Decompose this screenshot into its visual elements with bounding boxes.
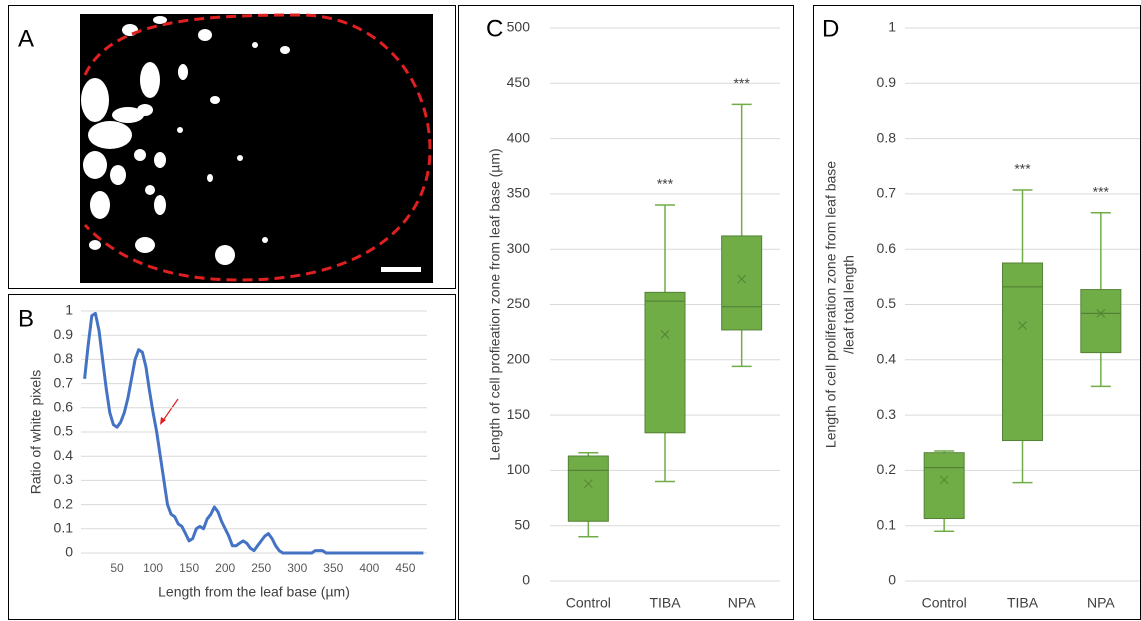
box (1003, 263, 1043, 441)
y-tick-label: 0.9 (877, 74, 897, 90)
x-tick-label: 400 (359, 561, 379, 575)
y-tick-label: 0.5 (54, 423, 74, 439)
y-tick-label: 0.8 (877, 129, 897, 145)
box (568, 456, 608, 521)
significance-label: *** (657, 176, 674, 192)
figure: A B 0 0.1 0.2 0.3 0.4 0.5 0.6 0.7 0.8 0.9 1 Ratio of… (0, 0, 1141, 621)
x-tick-label: NPA (728, 595, 756, 611)
y-tick-label: 0.7 (877, 185, 897, 201)
y-tick-label: 400 (507, 129, 531, 145)
y-tick-label: 1 (65, 302, 73, 318)
panel-label: D (822, 15, 839, 42)
y-tick-label: 0.2 (54, 495, 74, 511)
binary-image (80, 14, 433, 283)
y-axis-title: Ratio of white pixels (28, 370, 44, 495)
data-line (85, 313, 424, 553)
y-tick-label: 0.7 (54, 374, 74, 390)
x-tick-label: Control (566, 595, 611, 611)
y-tick-label: 200 (507, 351, 531, 367)
y-tick-label: 0.8 (54, 350, 74, 366)
y-tick-label: 0.1 (877, 516, 897, 532)
y-tick-label: 0.3 (877, 406, 897, 422)
y-tick-label: 300 (507, 240, 531, 256)
y-tick-label: 0.4 (54, 447, 74, 463)
x-tick-label: 350 (323, 561, 343, 575)
panel-label: B (18, 305, 34, 332)
y-axis-title: Length of cell proliferation zone from l… (823, 161, 839, 448)
y-tick-label: 0.6 (54, 399, 74, 415)
y-tick-label: 500 (507, 19, 531, 35)
box (645, 292, 685, 432)
y-tick-label: 0.4 (877, 351, 897, 367)
box (722, 236, 762, 330)
y-tick-label: 0.1 (54, 520, 74, 536)
y-axis-title: /leaf total length (841, 255, 857, 354)
scale-bar (381, 267, 421, 272)
y-tick-label: 450 (507, 74, 531, 90)
box (924, 453, 964, 519)
y-tick-label: 0.5 (877, 295, 897, 311)
panel-label: C (486, 15, 503, 42)
y-tick-label: 350 (507, 185, 531, 201)
x-tick-label: 50 (110, 561, 124, 575)
y-tick-label: 0.3 (54, 471, 74, 487)
y-tick-label: 0 (522, 572, 530, 588)
x-tick-label: 150 (179, 561, 199, 575)
box (1081, 290, 1121, 353)
y-tick-label: 0 (888, 572, 896, 588)
y-tick-label: 0.2 (877, 461, 897, 477)
panel-label: A (18, 25, 34, 52)
x-tick-label: TIBA (1007, 595, 1039, 611)
x-axis-title: Length from the leaf base (µm) (158, 584, 350, 600)
y-tick-label: 0.6 (877, 240, 897, 256)
x-tick-label: 250 (251, 561, 271, 575)
x-tick-label: NPA (1087, 595, 1115, 611)
x-tick-label: TIBA (649, 595, 681, 611)
y-tick-label: 100 (507, 461, 531, 477)
x-tick-label: 100 (143, 561, 163, 575)
x-tick-label: Control (922, 595, 967, 611)
significance-label: *** (1093, 183, 1110, 199)
x-tick-label: 200 (215, 561, 235, 575)
significance-label: *** (733, 75, 750, 91)
y-tick-label: 150 (507, 406, 531, 422)
y-axis-title: Length of cell profieation zone from lea… (487, 148, 503, 460)
annotation-arrow (162, 399, 178, 422)
x-tick-label: 300 (287, 561, 307, 575)
x-tick-label: 450 (395, 561, 415, 575)
y-tick-label: 50 (514, 516, 530, 532)
significance-label: *** (1014, 161, 1031, 177)
y-tick-label: 0 (65, 544, 73, 560)
y-tick-label: 250 (507, 295, 531, 311)
y-tick-label: 0.9 (54, 326, 74, 342)
y-tick-label: 1 (888, 19, 896, 35)
